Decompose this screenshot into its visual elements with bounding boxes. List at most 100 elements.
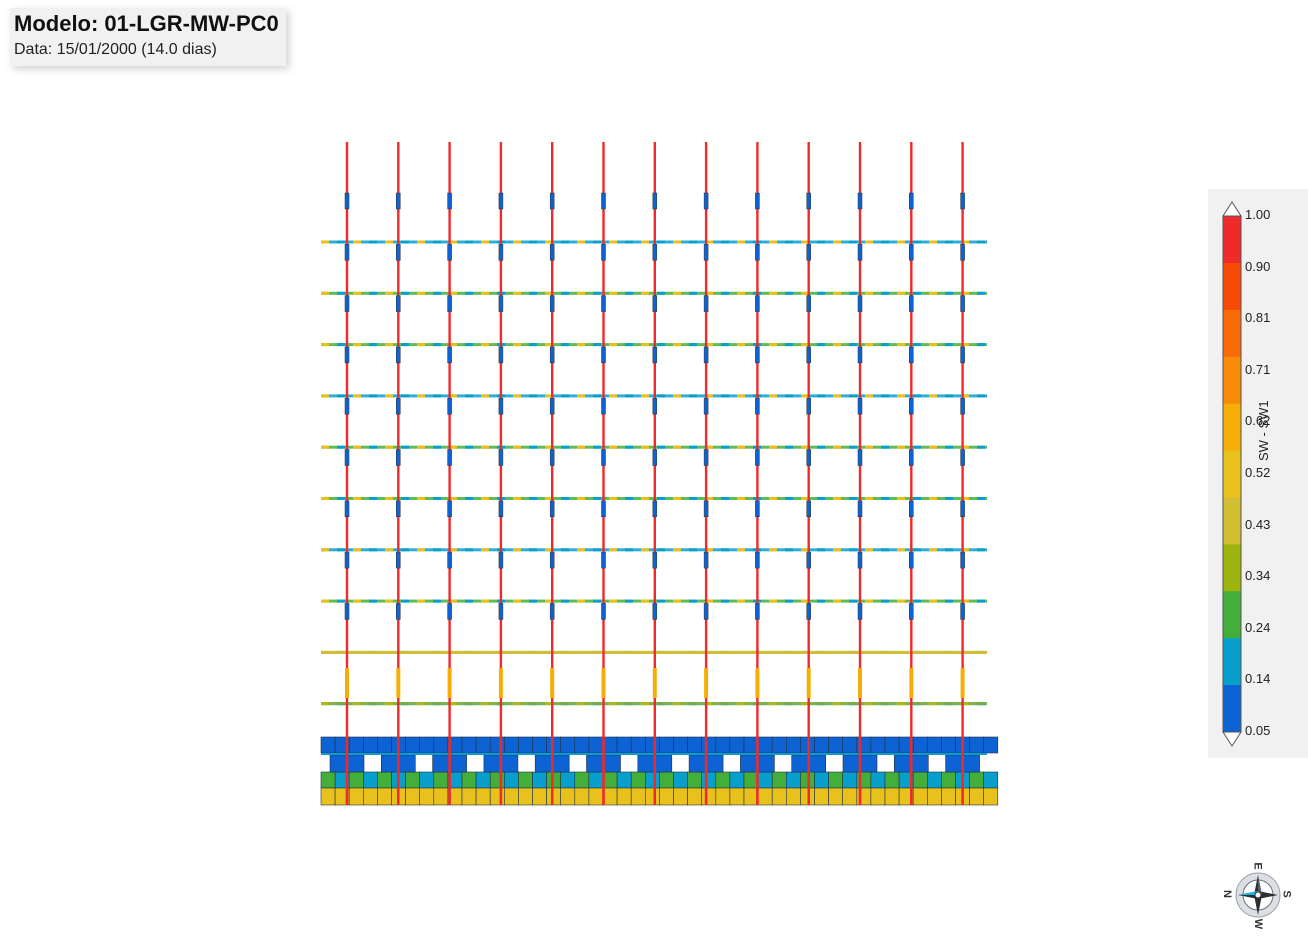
grid-cell: [743, 787, 759, 806]
fracture-segment: [817, 240, 825, 244]
well-completion: [909, 603, 914, 620]
fracture-segment: [449, 240, 457, 244]
legend-title: SW - SW1: [1256, 400, 1271, 461]
fracture-segment: [433, 394, 441, 398]
fracture-segment: [385, 240, 393, 244]
well-completion: [498, 346, 504, 364]
fracture-segment: [593, 445, 601, 449]
fracture-segment: [897, 394, 905, 398]
grid-cell: [687, 787, 702, 806]
fracture-segment: [737, 445, 745, 449]
vertical-well: [704, 142, 708, 805]
legend-color-segment: [1223, 591, 1241, 639]
fracture-segment: [641, 548, 649, 552]
fracture-segment: [721, 445, 729, 449]
fracture-segment: [833, 497, 841, 500]
fracture-segment: [321, 497, 329, 500]
grid-cell: [532, 787, 547, 806]
well-completion: [960, 500, 965, 518]
well-completion: [806, 603, 811, 620]
fracture-segment: [721, 497, 729, 500]
grid-cell: [644, 736, 660, 754]
grid-cell: [941, 787, 956, 806]
fracture-segment: [625, 548, 633, 552]
fracture-segment: [897, 445, 905, 449]
well-completion: [549, 449, 555, 466]
fracture-segment: [929, 445, 937, 449]
fracture-segment: [833, 548, 841, 552]
well-completion: [909, 397, 914, 415]
grid-cell: [320, 736, 336, 754]
fracture-segment: [705, 599, 713, 603]
well-completion: [857, 449, 863, 466]
grid-cell: [701, 736, 717, 754]
fracture-segment: [785, 497, 793, 500]
legend-tick: 0.81: [1245, 310, 1271, 326]
fracture-segment: [801, 599, 809, 603]
well-completion: [652, 668, 657, 698]
vertical-well: [756, 737, 759, 805]
grid-cell: [870, 787, 886, 806]
grid-cell: [489, 771, 505, 789]
well-completion: [857, 603, 863, 620]
grid-cell: [362, 771, 378, 789]
fracture-segment: [849, 599, 857, 603]
grid-cell: [701, 771, 717, 789]
grid-cell: [926, 736, 942, 754]
fracture-segment: [977, 548, 985, 552]
fracture-segment: [961, 548, 969, 552]
fracture-segment: [577, 240, 585, 244]
compass-widget[interactable]: E W N S: [1220, 858, 1300, 938]
grid-cell: [659, 787, 674, 806]
grid-cell: [884, 771, 900, 789]
grid-cell: [969, 787, 984, 806]
well-completion: [755, 244, 760, 261]
fracture-segment: [417, 497, 425, 500]
well-completion: [344, 244, 350, 261]
fracture-segment: [881, 599, 889, 603]
well-completion: [447, 500, 452, 518]
grid-cell: [630, 787, 646, 806]
legend-color-segment: [1223, 497, 1241, 545]
well-completion: [755, 668, 760, 698]
grid-cell: [926, 771, 942, 789]
fracture-segment: [817, 599, 825, 603]
fracture-segment: [881, 240, 889, 244]
well-completion: [652, 346, 658, 364]
fracture-segment: [593, 291, 601, 295]
fracture-segment: [353, 343, 361, 347]
fracture-segment: [721, 394, 729, 398]
fracture-segment: [321, 343, 329, 347]
legend-bar-frame: [1222, 215, 1242, 733]
well-completion: [447, 244, 452, 261]
fracture-segment: [945, 445, 953, 449]
grid-cell: [673, 736, 688, 754]
fracture-segment: [577, 548, 585, 552]
grid-cell: [461, 736, 477, 754]
fracture-segment: [689, 445, 697, 449]
well-completion: [857, 244, 863, 261]
well-completion: [652, 295, 658, 312]
well-completion: [344, 603, 350, 620]
fracture-segment: [737, 394, 745, 398]
fracture-segment: [625, 599, 633, 603]
fracture-segment: [417, 291, 425, 295]
well-completion: [447, 192, 452, 210]
fracture-segment: [769, 599, 777, 603]
vertical-well: [910, 142, 913, 805]
fracture-segment: [337, 548, 345, 552]
well-completion: [396, 500, 401, 518]
grid-cell: [969, 736, 984, 754]
well-completion: [652, 192, 658, 210]
legend-color-bar: [1222, 201, 1242, 747]
fracture-segment: [817, 291, 825, 295]
well-completion: [601, 295, 606, 312]
fracture-segment: [897, 548, 905, 552]
grid-cell: [969, 771, 984, 789]
fracture-segment: [801, 548, 809, 552]
fracture-segment: [449, 291, 457, 295]
fracture-segment: [593, 599, 601, 603]
fracture-segment: [513, 343, 521, 347]
fracture-segment: [545, 394, 553, 398]
